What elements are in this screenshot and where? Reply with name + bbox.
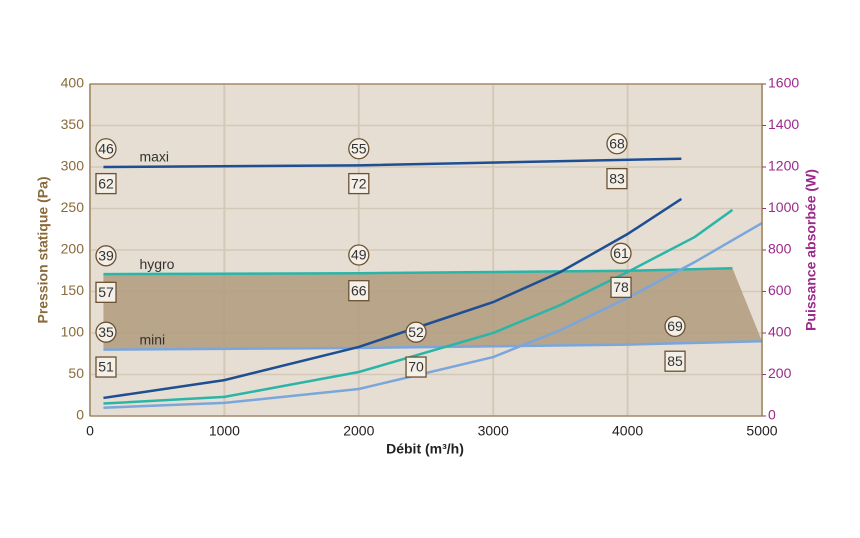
annotation-circle [95,245,117,267]
x-tick-label: 0 [86,423,94,439]
annotation-box [405,356,427,378]
annotation-box [95,281,117,303]
annotation-box [606,167,628,190]
x-axis-label: Débit (m³/h) [386,441,464,457]
annotation-box-label: 62 [98,175,114,191]
y2-tick-label: 800 [768,241,792,257]
annotation-circle-label: 68 [609,135,625,151]
annotation-circle [95,138,117,160]
series-line [103,157,682,169]
y2-tick-label: 1400 [768,116,799,132]
series-line [103,208,734,405]
annotation-box [610,276,632,299]
annotation-box-label: 85 [667,353,683,369]
y-tick-label: 100 [61,324,85,340]
annotation-box-label: 83 [609,170,625,186]
annotation-box [95,172,117,195]
annotation-box-label: 70 [408,359,424,375]
plot-frame [89,83,763,417]
y-tick-label: 50 [68,365,84,381]
series-label: maxi [139,149,169,165]
y2-tick-label: 200 [768,365,792,381]
y-axis-label: Pression statique (Pa) [35,176,51,323]
annotation-circle-label: 35 [98,324,114,340]
annotation-box [348,280,370,302]
series-label: mini [139,331,165,347]
annotation-circle-label: 49 [351,247,367,263]
y-tick-label: 200 [61,241,85,257]
x-tick-label: 3000 [478,423,509,439]
x-tick-label: 1000 [209,423,240,439]
annotation-box-label: 51 [98,359,114,375]
annotation-circle-label: 39 [98,248,114,264]
y2-tick-label: 1200 [768,158,799,174]
annotation-circle-label: 52 [408,324,424,340]
annotation-box [348,172,370,195]
annotation-box-label: 66 [351,282,367,298]
series-line [103,340,763,351]
y2-tick-label: 0 [768,407,776,423]
operating-zone [103,268,762,350]
series-label: hygro [139,256,174,272]
series-line [103,221,763,409]
annotation-circle [606,133,628,155]
annotation-box [664,350,686,372]
annotation-circle [348,244,370,266]
annotation-circle [95,321,117,343]
annotation-circle-label: 55 [351,140,367,156]
x-tick-label: 5000 [746,423,777,439]
y-tick-label: 250 [61,199,85,215]
annotation-circle-label: 61 [613,245,629,261]
annotation-box-label: 72 [351,175,367,191]
y2-tick-label: 1000 [768,199,799,215]
annotation-circle-label: 46 [98,140,114,156]
y-tick-label: 150 [61,282,85,298]
y-tick-label: 300 [61,158,85,174]
annotation-circle [664,315,686,338]
y2-axis-label: Puissance absorbée (W) [803,169,819,331]
x-tick-label: 4000 [612,423,643,439]
annotation-box [95,356,117,378]
annotation-box-label: 57 [98,284,114,300]
annotation-circle-label: 69 [667,318,683,334]
annotation-box-label: 78 [613,279,629,295]
annotation-circle [348,138,370,160]
annotation-circle [610,242,632,264]
x-tick-label: 2000 [343,423,374,439]
y2-tick-label: 400 [768,324,792,340]
series-line [103,197,683,400]
y-tick-label: 350 [61,116,85,132]
annotation-circle [405,321,427,343]
y2-tick-label: 600 [768,282,792,298]
y-tick-label: 400 [61,75,85,91]
y-tick-label: 0 [76,407,84,423]
y2-tick-label: 1600 [768,75,799,91]
